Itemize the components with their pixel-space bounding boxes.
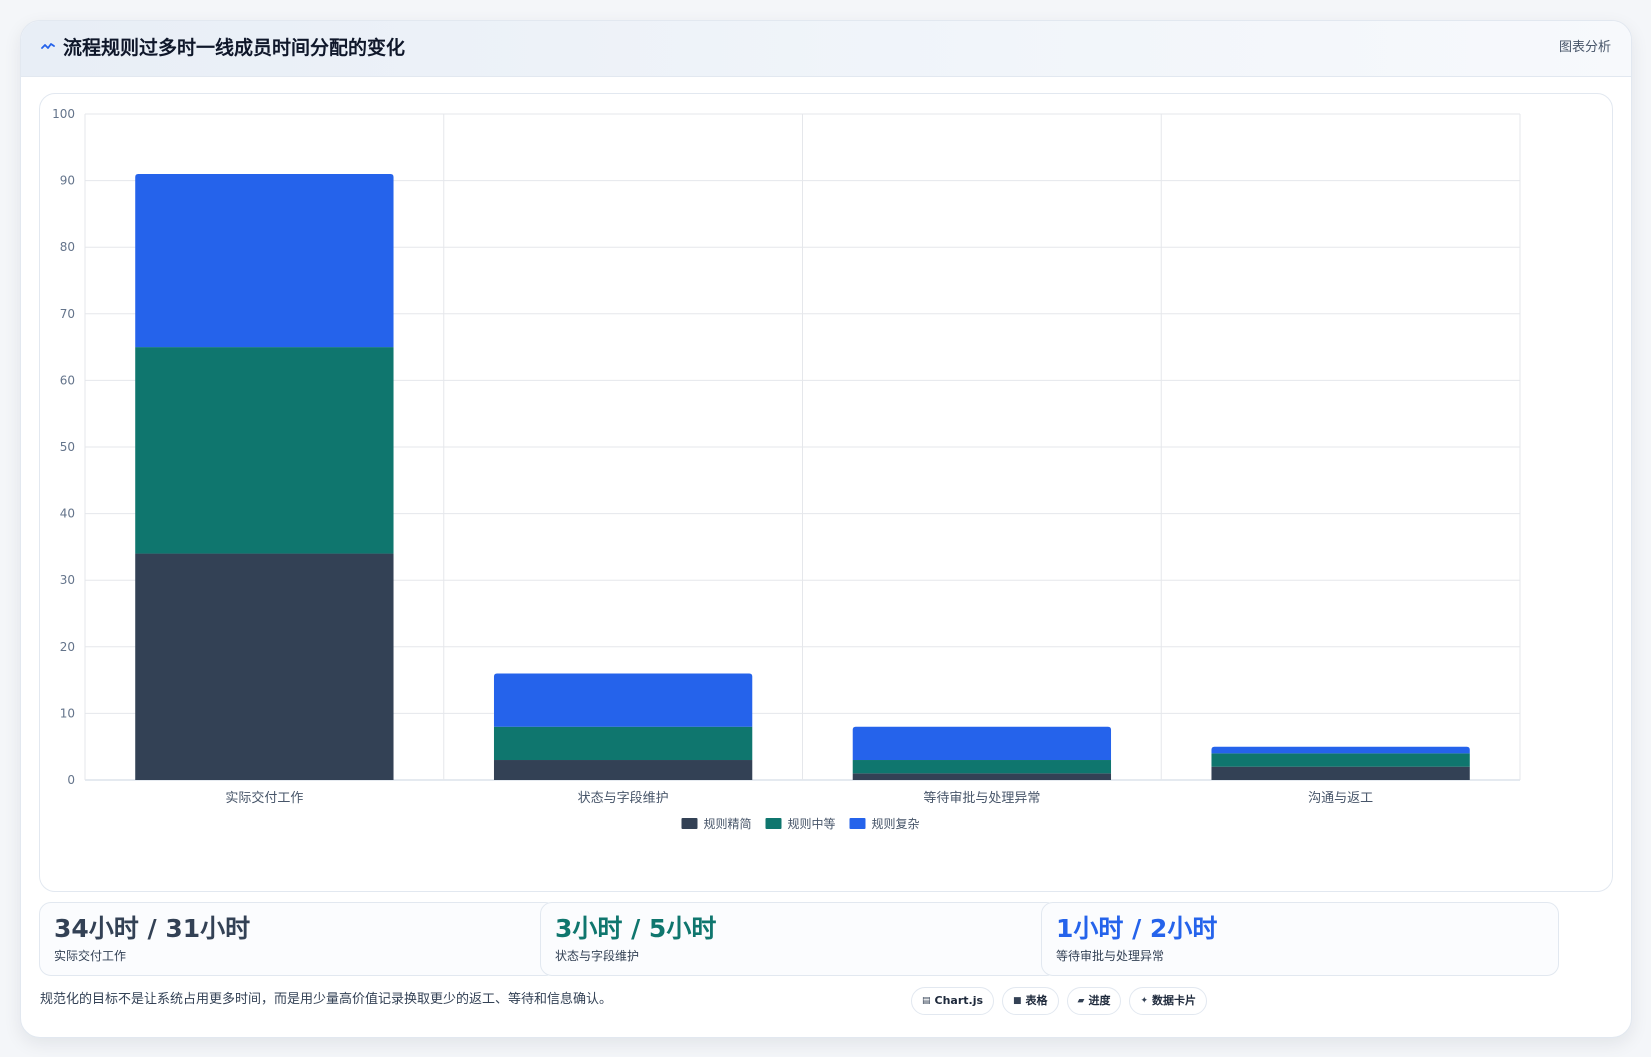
- bar-segment: [493, 673, 753, 727]
- stat-card-delivery: 34小时 / 31小时 实际交付工作: [39, 902, 557, 976]
- bar-segment: [1211, 753, 1470, 767]
- y-tick-label: 0: [67, 773, 75, 787]
- y-tick-label: 60: [60, 373, 75, 387]
- progress-icon: ▰: [1077, 996, 1085, 1006]
- bar-segment: [135, 173, 394, 348]
- chip-label: Chart.js: [934, 994, 984, 1007]
- sparkle-icon: ✦: [1140, 996, 1149, 1006]
- card-header: 流程规则过多时一线成员时间分配的变化 图表分析: [21, 21, 1631, 77]
- x-tick-label: 沟通与返工: [1308, 791, 1373, 806]
- wave-icon: [41, 43, 55, 49]
- legend-label: 规则中等: [788, 816, 836, 831]
- stat-value: 1小时 / 2小时: [1056, 914, 1218, 943]
- stat-card-waiting: 1小时 / 2小时 等待审批与处理异常: [1041, 902, 1559, 976]
- bar-segment: [852, 773, 1112, 780]
- bar-segment: [1211, 766, 1470, 780]
- stat-label: 等待审批与处理异常: [1056, 949, 1165, 963]
- legend-swatch: [849, 818, 866, 829]
- chip-table[interactable]: ■ 表格: [1002, 987, 1059, 1015]
- chart-icon: ▤: [922, 996, 931, 1006]
- footnote: 规范化的目标不是让系统占用更多时间，而是用少量高价值记录换取更少的返工、等待和信…: [40, 992, 613, 1007]
- bar-segment: [135, 347, 394, 554]
- y-tick-label: 70: [60, 307, 75, 321]
- stat-card-maintenance: 3小时 / 5小时 状态与字段维护: [540, 902, 1058, 976]
- bar-segment: [493, 760, 753, 780]
- y-tick-label: 20: [60, 640, 75, 654]
- stat-label: 实际交付工作: [54, 949, 127, 963]
- x-tick-label: 等待审批与处理异常: [923, 790, 1040, 806]
- feature-chips: ▤ Chart.js ■ 表格 ▰ 进度 ✦ 数据卡片: [911, 987, 1208, 1015]
- legend-label: 规则精简: [704, 816, 752, 831]
- page-title: 流程规则过多时一线成员时间分配的变化: [63, 37, 406, 59]
- y-tick-label: 50: [60, 440, 75, 454]
- y-tick-label: 100: [52, 107, 75, 121]
- chip-label: 进度: [1088, 994, 1111, 1007]
- bar-segment: [493, 726, 753, 761]
- y-tick-label: 10: [60, 706, 75, 720]
- bar-segment: [852, 726, 1112, 761]
- chip-data-card[interactable]: ✦ 数据卡片: [1129, 987, 1208, 1015]
- bar-segment: [1211, 746, 1470, 754]
- chart-card: 流程规则过多时一线成员时间分配的变化 图表分析 0 10 20 30 40 50 60 70 8…: [20, 20, 1632, 1038]
- x-tick-label: 实际交付工作: [225, 790, 303, 806]
- chip-label: 数据卡片: [1152, 994, 1197, 1007]
- x-tick-label: 状态与字段维护: [578, 791, 669, 806]
- stacked-bar-chart: 0 10 20 30 40 50 60 70 80 90 100 实际交付工作 状态与字段维护 等待审批与…: [52, 107, 1521, 831]
- legend-swatch: [681, 818, 698, 829]
- chip-label: 表格: [1025, 994, 1048, 1007]
- chip-chartjs[interactable]: ▤ Chart.js: [911, 987, 995, 1015]
- chip-progress[interactable]: ▰ 进度: [1066, 987, 1122, 1015]
- legend-label: 规则复杂: [872, 816, 920, 831]
- chart-container: 0 10 20 30 40 50 60 70 80 90 100 实际交付工作 状态与字段维护 等待审批与…: [39, 93, 1613, 892]
- bar-segment: [135, 553, 394, 780]
- table-icon: ■: [1013, 996, 1022, 1006]
- y-tick-label: 40: [60, 507, 75, 521]
- bar-segment: [852, 760, 1112, 774]
- legend-swatch: [765, 818, 782, 829]
- chart-analysis-tag: 图表分析: [1558, 40, 1611, 55]
- stat-value: 3小时 / 5小时: [555, 914, 717, 943]
- y-tick-label: 30: [60, 573, 75, 587]
- y-tick-label: 90: [60, 174, 75, 188]
- stat-value: 34小时 / 31小时: [54, 914, 251, 943]
- y-tick-label: 80: [60, 240, 75, 254]
- stat-label: 状态与字段维护: [555, 949, 640, 963]
